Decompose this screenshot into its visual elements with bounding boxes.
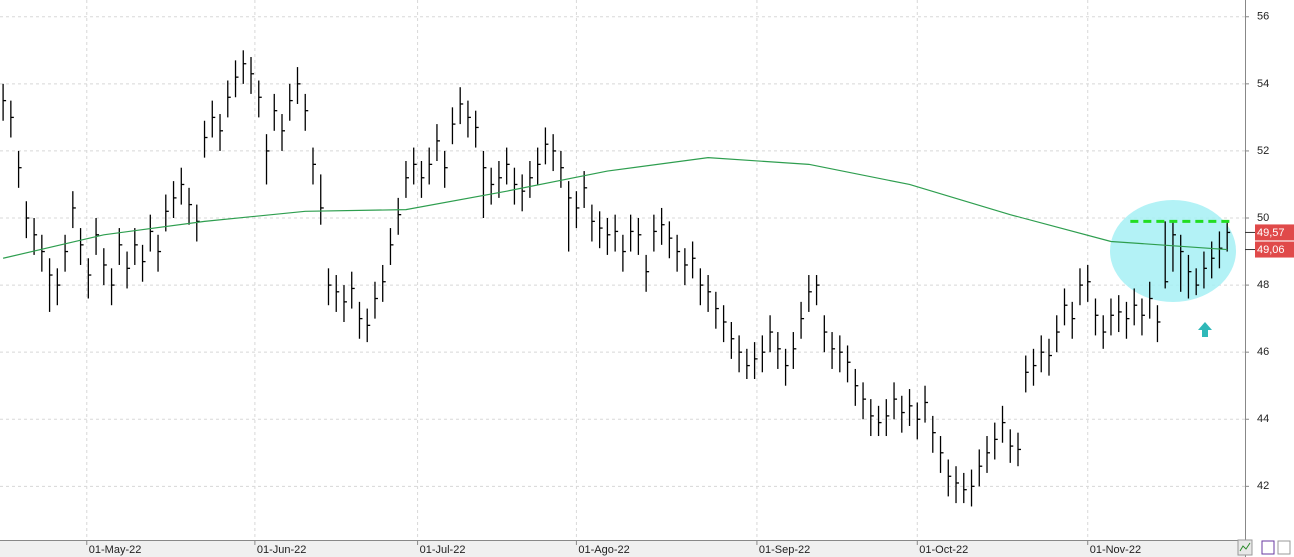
x-tick-label: 01-Nov-22 bbox=[1090, 544, 1141, 556]
x-tick-label: 01-Ago-22 bbox=[578, 544, 629, 556]
y-tick-label: 54 bbox=[1257, 78, 1269, 90]
x-tick-label: 01-Jul-22 bbox=[420, 544, 466, 556]
button[interactable] bbox=[1261, 540, 1275, 555]
y-tick-label: 56 bbox=[1257, 11, 1269, 23]
button[interactable] bbox=[1277, 540, 1291, 555]
x-tick-label: 01-Jun-22 bbox=[257, 544, 307, 556]
y-tick-label: 50 bbox=[1257, 212, 1269, 224]
x-tick-label: 01-May-22 bbox=[89, 544, 142, 556]
y-tick-label: 52 bbox=[1257, 145, 1269, 157]
price-tag-label: 49,57 bbox=[1257, 227, 1285, 239]
price-tag bbox=[1255, 241, 1294, 258]
marks bbox=[2, 50, 1232, 507]
y-tick-label: 46 bbox=[1257, 346, 1269, 358]
x-axis-band bbox=[0, 540, 1245, 557]
y-tick-label: 42 bbox=[1257, 480, 1269, 492]
axes: 42 44 46 48 50 52 54 56 01-May-22 01-Jun-22 01-Jul… bbox=[86, 11, 1294, 556]
y-tick-label: 44 bbox=[1257, 413, 1269, 425]
moving-average bbox=[2, 157, 1228, 259]
arrow-up bbox=[1198, 322, 1212, 337]
button-icon bbox=[1239, 542, 1251, 552]
price-tag-label: 49,06 bbox=[1257, 244, 1285, 256]
price-tag bbox=[1255, 224, 1294, 241]
x-tick-label: 01-Sep-22 bbox=[759, 544, 810, 556]
x-tick-label: 01-Oct-22 bbox=[919, 544, 968, 556]
y-tick-label: 48 bbox=[1257, 279, 1269, 291]
